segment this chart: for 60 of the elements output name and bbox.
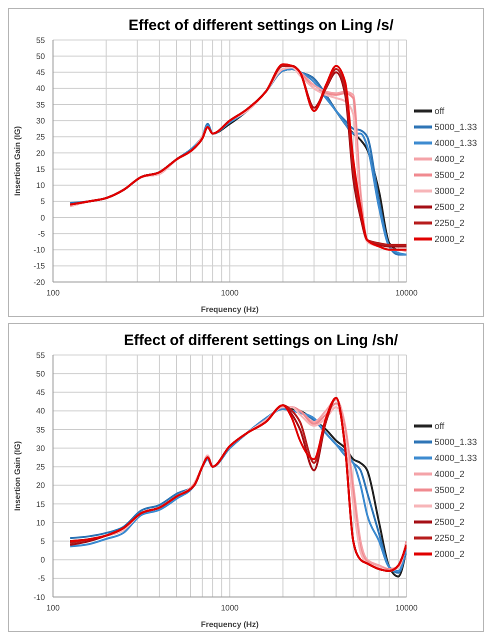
legend-label: 4000_2 [434,468,464,481]
y-tick-label: 55 [36,350,46,360]
y-tick-label: 5 [40,197,46,206]
y-tick-label: 50 [36,52,46,61]
legend-label: 5000_1.33 [434,436,477,449]
y-tick-label: 30 [36,444,46,453]
legend-label: 4000_1.33 [434,452,477,465]
y-tick-label: 25 [36,132,46,142]
y-axis-title: Insertion Gain (IG) [12,440,22,511]
y-tick-label: -20 [33,278,46,287]
legend-label: 2000_2 [434,233,464,246]
y-tick-label: 30 [36,116,46,126]
y-tick-label: 40 [36,84,46,94]
y-tick-label: 5 [40,536,46,546]
y-axis-title: Insertion Gain (IG) [12,126,22,196]
x-tick-label: 100 [46,288,60,298]
legend-label: 2500_2 [434,201,464,214]
y-tick-label: 10 [36,518,46,528]
y-tick-label: 35 [36,425,46,434]
legend-label: 2500_2 [434,516,464,529]
y-tick-label: 25 [36,462,46,472]
y-tick-label: 55 [36,36,46,45]
legend-label: 4000_1.33 [434,137,477,150]
y-tick-label: -5 [38,574,46,584]
y-tick-label: 0 [40,556,46,565]
x-tick-label: 100 [46,604,60,613]
legend-label: 3500_2 [434,484,464,497]
y-tick-label: 10 [36,181,46,190]
legend-label: off [434,420,444,433]
legend-label: 3500_2 [434,169,464,182]
legend-label: 3000_2 [434,185,464,198]
y-tick-label: 35 [36,100,46,110]
legend-label: off [434,105,444,118]
y-tick-label: 50 [36,369,46,378]
y-tick-label: 15 [36,500,46,509]
y-tick-label: -15 [33,262,46,271]
chart-title: Effect of different settings on Ling /s/ [127,17,394,34]
legend-label: 3000_2 [434,500,464,513]
x-tick-label: 10000 [395,604,418,613]
y-tick-label: -10 [33,246,46,255]
legend-label: 5000_1.33 [434,121,477,134]
y-tick-label: 20 [36,148,46,158]
y-tick-label: 45 [36,388,46,398]
legend-label: 2250_2 [434,532,464,545]
x-axis-title: Frequency (Hz) [200,305,259,314]
legend-label: 2250_2 [434,217,464,230]
y-tick-label: 45 [36,68,46,78]
x-tick-label: 10000 [395,288,418,298]
legend-label: 4000_2 [434,153,464,166]
x-tick-label: 1000 [220,288,240,298]
chart-title: Effect of different settings on Ling /sh/ [122,332,400,349]
legend-label: 2000_2 [434,548,464,561]
y-tick-label: -5 [38,229,46,238]
y-tick-label: 0 [40,213,46,222]
x-axis-title: Frequency (Hz) [200,620,259,629]
y-tick-label: 40 [36,406,46,416]
y-tick-label: 15 [36,164,46,174]
x-tick-label: 1000 [220,604,240,613]
y-tick-label: 20 [36,481,46,490]
y-tick-label: -10 [33,592,46,602]
